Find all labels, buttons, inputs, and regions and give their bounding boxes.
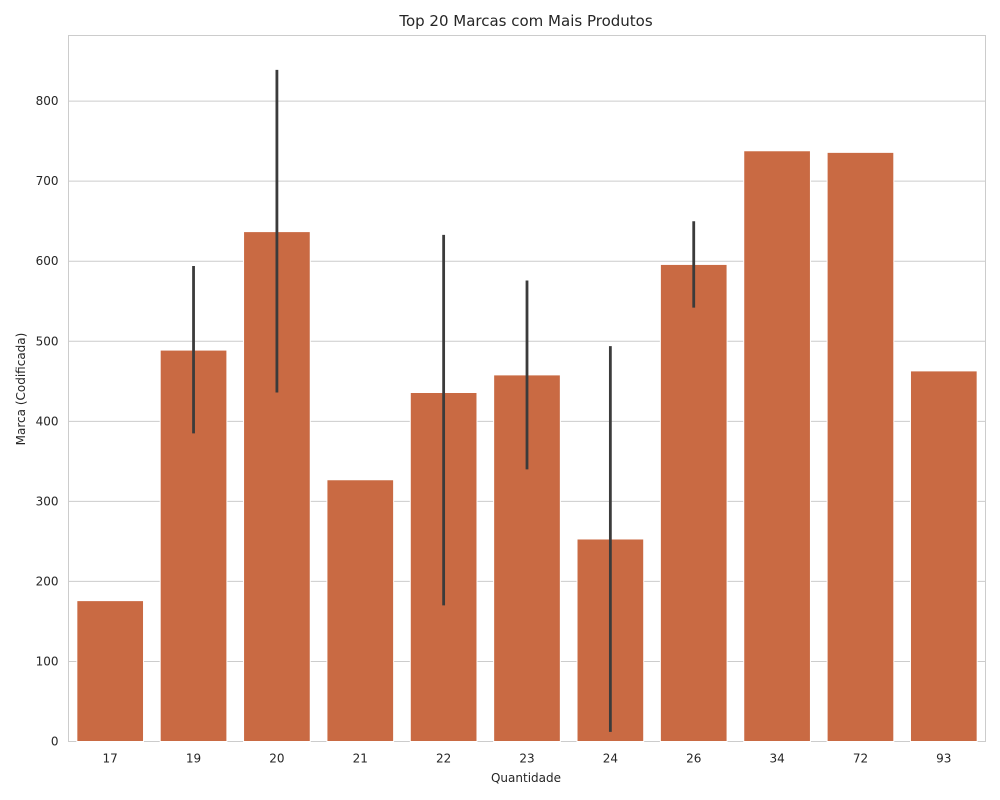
bar-17 <box>76 600 145 742</box>
x-tick-label: 72 <box>853 752 868 766</box>
x-tick-label: 34 <box>769 752 784 766</box>
x-tick-label: 23 <box>519 752 534 766</box>
bars <box>76 150 978 743</box>
y-tick-label: 700 <box>36 174 59 188</box>
x-tick-label: 24 <box>603 752 618 766</box>
y-tick-label: 600 <box>36 254 59 268</box>
chart-title: Top 20 Marcas com Mais Produtos <box>398 12 653 30</box>
bar-93 <box>909 370 978 742</box>
x-tick-label: 19 <box>186 752 201 766</box>
y-tick-label: 300 <box>36 494 59 508</box>
x-tick-labels: 17 19 20 21 22 23 24 26 34 72 93 <box>103 752 952 766</box>
bar-72 <box>826 151 895 742</box>
bar-21 <box>326 479 395 742</box>
y-tick-label: 200 <box>36 574 59 588</box>
x-tick-label: 20 <box>269 752 284 766</box>
y-tick-label: 0 <box>51 735 59 749</box>
error-bars <box>192 69 696 732</box>
y-tick-labels: 0 100 200 300 400 500 600 700 800 <box>36 94 59 748</box>
x-axis-label: Quantidade <box>491 771 561 785</box>
bar-34 <box>743 150 811 742</box>
x-tick-label: 93 <box>936 752 951 766</box>
bar-26 <box>659 263 728 742</box>
x-tick-label: 21 <box>353 752 368 766</box>
y-tick-label: 800 <box>36 94 59 108</box>
y-tick-label: 400 <box>36 414 59 428</box>
x-tick-label: 22 <box>436 752 451 766</box>
y-axis-label: Marca (Codificada) <box>14 333 28 446</box>
y-tick-label: 100 <box>36 654 59 668</box>
x-tick-label: 26 <box>686 752 701 766</box>
y-tick-label: 500 <box>36 334 59 348</box>
x-tick-label: 17 <box>103 752 118 766</box>
